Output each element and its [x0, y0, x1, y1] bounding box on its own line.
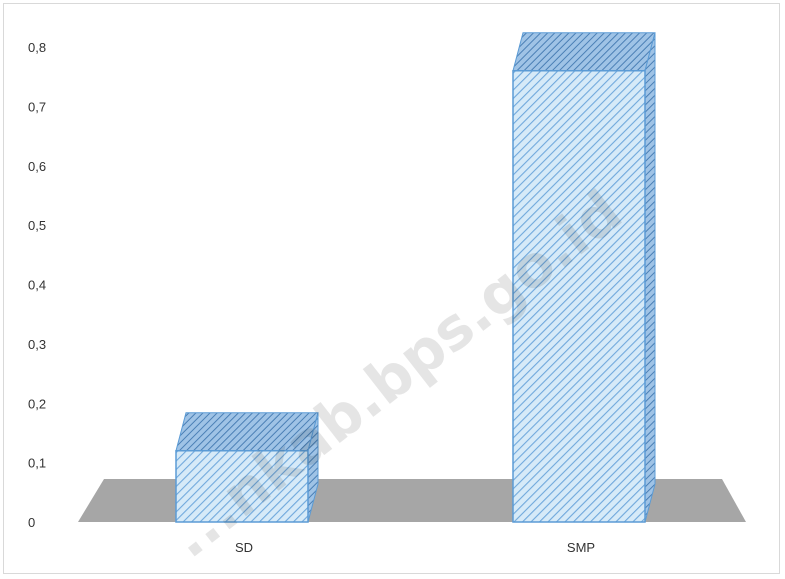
y-tick-label: 0,1 — [28, 456, 46, 471]
y-tick-label: 0,5 — [28, 218, 46, 233]
y-tick-label: 0,3 — [28, 337, 46, 352]
bar-front-face — [512, 70, 646, 523]
y-tick-label: 0,6 — [28, 159, 46, 174]
y-tick-label: 0,8 — [28, 40, 46, 55]
y-tick-label: 0,7 — [28, 99, 46, 114]
y-tick-label: 0 — [28, 515, 35, 530]
x-category-label: SMP — [567, 540, 595, 555]
bar-side-face — [644, 32, 656, 523]
y-tick-label: 0,2 — [28, 396, 46, 411]
bar — [175, 412, 319, 523]
bar — [512, 32, 656, 523]
bar-top-face — [512, 32, 656, 72]
y-tick-label: 0,4 — [28, 278, 46, 293]
x-category-label: SD — [235, 540, 253, 555]
y-axis-ticks: 0 0,1 0,2 0,3 0,4 0,5 0,6 0,7 0,8 — [28, 40, 46, 530]
x-axis-categories: SD SMP — [235, 540, 595, 555]
bars-layer — [175, 32, 656, 523]
bar-front-face — [175, 450, 309, 523]
